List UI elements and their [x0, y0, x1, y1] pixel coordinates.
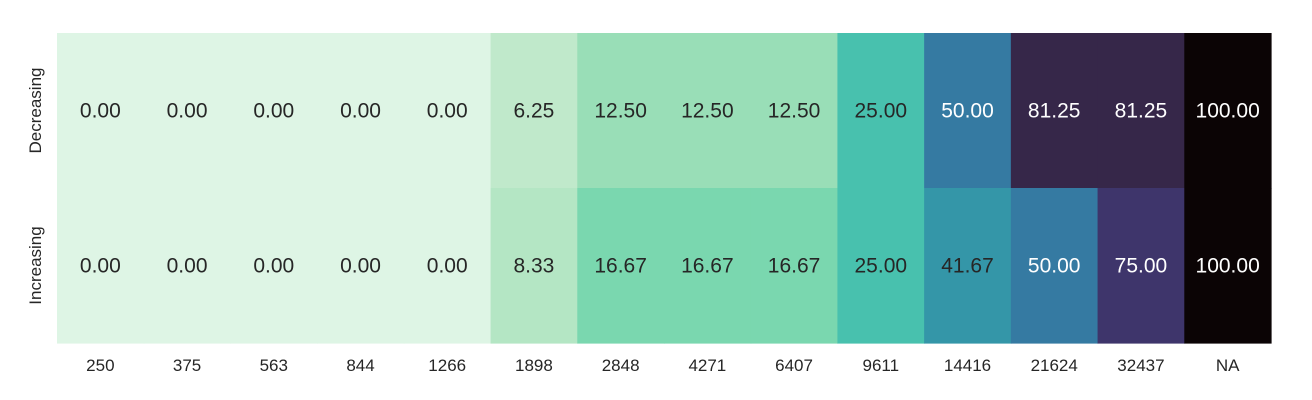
x-tick-label: 32437	[1117, 356, 1164, 375]
heatmap-value-label: 50.00	[1028, 255, 1081, 278]
heatmap-value-label: 0.00	[80, 100, 121, 123]
heatmap-cell-increasing-563	[230, 188, 318, 344]
heatmap-value-label: 81.25	[1115, 100, 1168, 123]
heatmap-cell-increasing-375	[143, 188, 232, 344]
heatmap-value-label: 16.67	[681, 255, 734, 278]
heatmap-cell-decreasing-2848	[577, 33, 665, 189]
x-tick-label: 6407	[775, 356, 813, 375]
heatmap-cell-decreasing-na	[1184, 33, 1272, 189]
heatmap-cells	[57, 33, 1272, 344]
heatmap-cell-increasing-4271	[664, 188, 752, 344]
x-tick-label: 14416	[944, 356, 991, 375]
heatmap-value-label: 100.00	[1196, 100, 1260, 123]
heatmap-value-label: 0.00	[340, 255, 381, 278]
heatmap-cell-decreasing-9611	[837, 33, 925, 189]
heatmap-cell-increasing-14416	[924, 188, 1012, 344]
heatmap-value-label: 0.00	[340, 100, 381, 123]
heatmap-value-label: 0.00	[253, 255, 294, 278]
heatmap-value-label: 50.00	[941, 100, 994, 123]
heatmap-cell-increasing-32437	[1097, 188, 1185, 344]
heatmap-cell-decreasing-1898	[490, 33, 578, 189]
heatmap-value-label: 41.67	[941, 255, 994, 278]
x-tick-label: 844	[346, 356, 374, 375]
heatmap-cell-decreasing-563	[230, 33, 318, 189]
heatmap-cell-decreasing-4271	[664, 33, 752, 189]
x-tick-label: 2848	[602, 356, 640, 375]
x-tick-label: 4271	[688, 356, 726, 375]
x-tick-label: 1898	[515, 356, 553, 375]
heatmap-value-label: 8.33	[513, 255, 554, 278]
x-tick-label: NA	[1216, 356, 1240, 375]
heatmap-value-label: 81.25	[1028, 100, 1081, 123]
heatmap-value-label: 100.00	[1196, 255, 1260, 278]
heatmap-cell-decreasing-250	[57, 33, 145, 189]
heatmap-cell-increasing-1266	[403, 188, 492, 344]
heatmap-cell-increasing-6407	[750, 188, 839, 344]
heatmap-cell-increasing-na	[1184, 188, 1272, 344]
heatmap-value-label: 0.00	[253, 100, 294, 123]
heatmap-value-label: 25.00	[855, 100, 908, 123]
x-tick-label: 563	[260, 356, 288, 375]
y-axis-ticks: Decreasing Increasing	[26, 68, 45, 305]
y-tick-label: Decreasing	[26, 68, 45, 154]
heatmap-cell-increasing-2848	[577, 188, 665, 344]
heatmap-value-label: 16.67	[768, 255, 821, 278]
heatmap-value-label: 0.00	[167, 255, 208, 278]
heatmap-value-label: 0.00	[167, 100, 208, 123]
heatmap-cell-increasing-21624	[1010, 188, 1099, 344]
heatmap-cell-decreasing-6407	[750, 33, 839, 189]
heatmap-value-label: 75.00	[1115, 255, 1168, 278]
heatmap-cell-increasing-250	[57, 188, 145, 344]
x-tick-label: 21624	[1031, 356, 1078, 375]
x-tick-label: 9611	[863, 356, 900, 375]
y-tick-label: Increasing	[26, 226, 45, 304]
heatmap-cell-increasing-9611	[837, 188, 925, 344]
x-axis-ticks: 250 375 563 844 1266 1898 2848 4271 6407 9611 1441…	[86, 356, 1240, 375]
heatmap-value-label: 0.00	[80, 255, 121, 278]
heatmap-cell-decreasing-375	[143, 33, 232, 189]
heatmap-cell-decreasing-32437	[1097, 33, 1185, 189]
heatmap-value-label: 0.00	[427, 100, 468, 123]
heatmap-cell-labels: 0.00 0.00 0.00 0.00 0.00 6.25 12.50 12.50 12.50 2…	[80, 100, 1260, 278]
heatmap-cell-decreasing-14416	[924, 33, 1012, 189]
heatmap-value-label: 6.25	[513, 100, 554, 123]
heatmap-value-label: 12.50	[594, 100, 647, 123]
x-tick-label: 250	[86, 356, 114, 375]
heatmap-cell-decreasing-844	[317, 33, 405, 189]
heatmap-value-label: 0.00	[427, 255, 468, 278]
heatmap-value-label: 12.50	[768, 100, 821, 123]
x-tick-label: 375	[173, 356, 201, 375]
heatmap-value-label: 25.00	[855, 255, 908, 278]
heatmap-value-label: 16.67	[594, 255, 647, 278]
heatmap-value-label: 12.50	[681, 100, 734, 123]
x-tick-label: 1266	[428, 356, 466, 375]
heatmap-cell-increasing-844	[317, 188, 405, 344]
heatmap-cell-decreasing-1266	[403, 33, 492, 189]
heatmap-cell-decreasing-21624	[1010, 33, 1099, 189]
heatmap-cell-increasing-1898	[490, 188, 578, 344]
